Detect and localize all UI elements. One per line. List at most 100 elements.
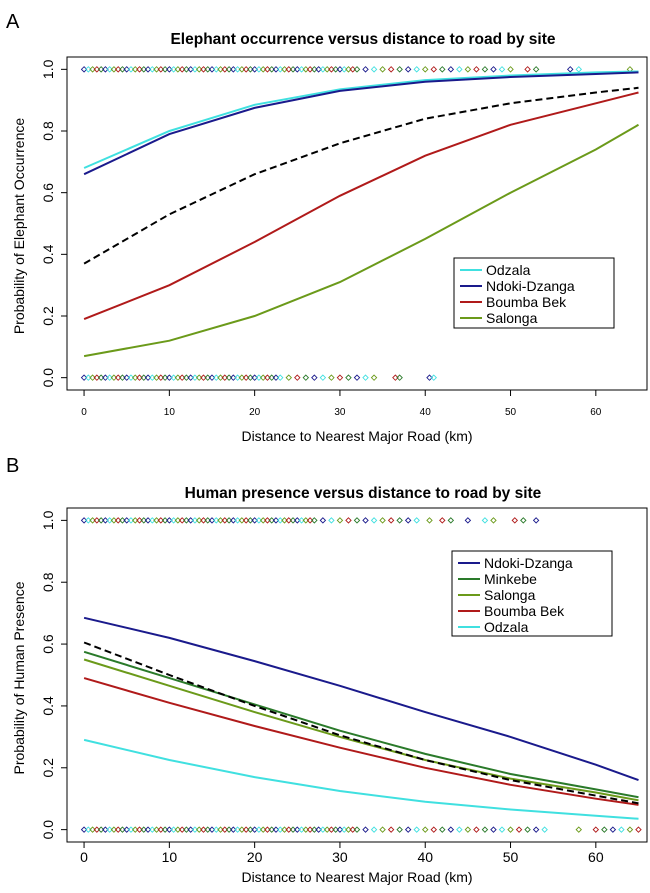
observation-point-top-b [102,517,109,524]
observation-point-bottom-a [161,374,169,381]
series-line-salonga-a [83,123,640,358]
observation-point-top-b [387,517,395,524]
observation-point-bottom-b [106,826,113,833]
observation-point-top-a [272,66,280,73]
observation-point-top-a [213,66,220,73]
observation-point-top-a [97,66,105,73]
series-lines-b [83,616,639,820]
observation-point-bottom-b [238,826,246,833]
observation-point-bottom-a [217,374,224,381]
observation-point-bottom-a [230,374,237,381]
observation-point-top-a [255,66,263,73]
observation-point-top-b [97,517,105,524]
observation-point-top-a [221,66,229,73]
observation-point-bottom-b [93,826,101,833]
observation-point-top-a [430,66,438,73]
observation-point-bottom-b [298,826,305,833]
x-tick-label-b: 60 [588,849,604,865]
observation-point-top-a [136,66,143,73]
observation-point-top-a [404,66,412,73]
y-tick-label-a: 0.2 [40,306,56,326]
observation-point-bottom-b [609,826,617,833]
observation-point-top-b [221,517,229,524]
observation-point-bottom-a [247,374,254,381]
observation-point-top-a [370,66,378,73]
observation-point-bottom-a [136,374,143,381]
observation-point-top-b [268,517,275,524]
observation-point-bottom-b [481,826,489,833]
observation-point-bottom-b [370,826,378,833]
observation-point-top-a [532,66,540,73]
observation-point-bottom-a [119,374,126,381]
observation-point-top-a [170,66,177,73]
observation-point-top-b [302,517,310,524]
observation-point-bottom-a [191,374,199,381]
observation-point-top-a [345,66,352,73]
observation-point-top-a [251,66,258,73]
y-tick-label-a: 0.8 [40,121,56,141]
series-line-overall-dashed-b [83,641,639,805]
observation-point-top-a [490,66,497,73]
observation-point-bottom-b [204,826,211,833]
legend-label-ndoki-dzanga-a: Ndoki-Dzanga [486,278,575,294]
observation-point-top-b [294,517,301,524]
y-axis-label-b: Probability of Human Presence [11,581,27,774]
observation-point-bottom-a [370,374,378,381]
observation-point-top-b [247,517,254,524]
observation-point-top-a [294,66,301,73]
x-axis-label-a: Distance to Nearest Major Road (km) [241,428,472,444]
observation-point-top-b [311,517,318,524]
observation-point-top-b [353,517,361,524]
series-line-boumba-bek-a [83,91,639,321]
observation-point-top-a [268,66,275,73]
observation-point-top-b [520,517,527,524]
y-axis-b: 0.0 0.2 0.4 0.6 0.8 1.0 [40,510,67,839]
observation-point-bottom-b [302,826,310,833]
observation-point-bottom-b [221,826,229,833]
observation-point-bottom-a [276,374,284,381]
observation-point-top-a [149,66,156,73]
y-tick-label-b: 0.2 [40,758,56,778]
series-lines-a [83,70,640,358]
observation-point-top-b [89,517,96,524]
observation-point-top-a [89,66,96,73]
observation-point-top-b [276,517,284,524]
observation-point-bottom-b [131,826,139,833]
observation-point-top-b [200,517,207,524]
observation-point-top-a [353,66,361,73]
observation-point-bottom-a [166,374,173,381]
observation-point-top-b [195,517,203,524]
series-line-minkebe-b [83,650,639,799]
observation-point-top-b [166,517,173,524]
observation-point-bottom-a [319,374,327,381]
series-line-overall-dashed-a [83,86,639,265]
observation-point-bottom-b [294,826,301,833]
observation-point-bottom-b [490,826,497,833]
observation-point-top-a [298,66,305,73]
x-tick-label-b: 20 [247,849,263,865]
observation-point-bottom-b [208,826,216,833]
observation-point-top-a [102,66,109,73]
observation-point-bottom-b [136,826,143,833]
panel-letter-b: B [6,455,19,477]
observation-point-top-b [404,517,412,524]
y-tick-label-b: 0.4 [40,696,56,716]
observation-point-top-a [336,66,344,73]
observation-point-top-b [110,517,118,524]
observation-point-bottom-a [225,374,233,381]
observation-point-bottom-a [131,374,139,381]
observation-point-bottom-a [234,374,241,381]
observation-point-bottom-a [106,374,113,381]
observation-point-top-b [264,517,271,524]
observation-point-top-b [114,517,122,524]
x-tick-label-a: 60 [590,407,602,418]
series-line-ndoki-dzanga-a [83,71,639,176]
x-tick-label-b: 0 [80,849,88,865]
y-tick-label-b: 1.0 [40,510,56,530]
observation-point-top-a [161,66,169,73]
observation-point-top-a [127,66,135,73]
observation-point-top-b [131,517,139,524]
observation-point-bottom-b [195,826,203,833]
observation-point-top-a [234,66,241,73]
